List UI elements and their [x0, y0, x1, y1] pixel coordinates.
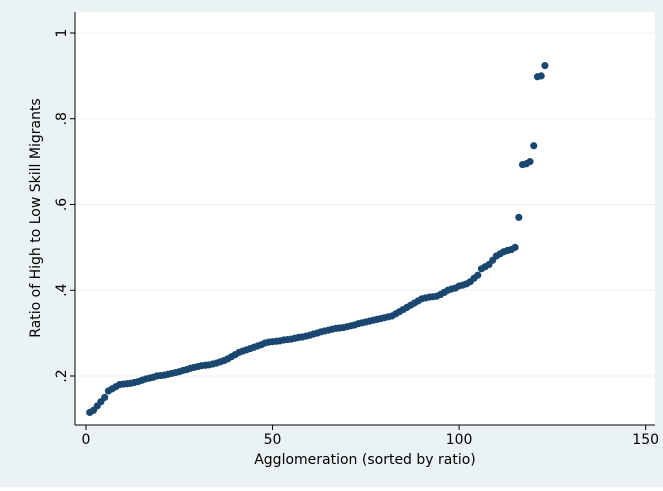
y-tick-label: .4	[54, 283, 70, 296]
point	[515, 213, 523, 221]
y-tick-label: .2	[54, 369, 70, 382]
x-axis-title: Agglomeration (sorted by ratio)	[254, 452, 476, 468]
x-tick-label: 100	[446, 432, 473, 448]
point	[526, 158, 534, 166]
point	[101, 393, 109, 402]
x-tick-label: 0	[82, 432, 91, 448]
point	[541, 61, 549, 70]
point	[537, 72, 545, 80]
x-tick-label: 50	[264, 432, 282, 448]
point	[511, 243, 519, 251]
y-axis-title: Ratio of High to Low Skill Migrants	[28, 98, 44, 337]
point	[474, 271, 482, 279]
point	[530, 142, 538, 150]
y-tick-label: 1	[54, 29, 70, 38]
y-tick-label: .6	[54, 198, 70, 211]
plot-area	[75, 12, 655, 425]
y-tick-label: .8	[54, 112, 70, 125]
x-tick-label: 150	[632, 432, 659, 448]
